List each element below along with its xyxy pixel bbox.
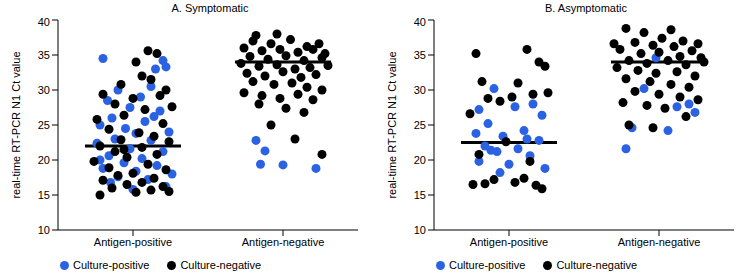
svg-text:Antigen-negative: Antigen-negative — [242, 236, 325, 248]
svg-text:25: 25 — [414, 119, 426, 131]
svg-text:30: 30 — [414, 84, 426, 96]
svg-text:Antigen-positive: Antigen-positive — [94, 236, 172, 248]
svg-text:10: 10 — [38, 224, 50, 236]
svg-text:40: 40 — [38, 16, 50, 28]
svg-text:30: 30 — [38, 84, 50, 96]
html-text:Culture-negative: Culture-negative — [180, 259, 262, 271]
svg-text:20: 20 — [38, 154, 50, 166]
svg-text:real-time RT-PCR N1 Ct value: real-time RT-PCR N1 Ct value — [10, 51, 22, 198]
svg-text:10: 10 — [414, 224, 426, 236]
html-text:A. Symptomatic: A. Symptomatic — [171, 2, 249, 14]
svg-text:25: 25 — [38, 119, 50, 131]
html-text:Culture-positive: Culture-positive — [449, 259, 526, 271]
svg-text:40: 40 — [414, 16, 426, 28]
html-text:B. Asymptomatic: B. Asymptomatic — [545, 2, 627, 14]
html-text:Culture-positive: Culture-positive — [73, 259, 150, 271]
svg-text:real-time RT-PCR N1 Ct value: real-time RT-PCR N1 Ct value — [386, 51, 398, 198]
svg-text:35: 35 — [414, 49, 426, 61]
svg-text:15: 15 — [38, 189, 50, 201]
svg-text:Antigen-negative: Antigen-negative — [618, 236, 701, 248]
svg-text:15: 15 — [414, 189, 426, 201]
svg-text:20: 20 — [414, 154, 426, 166]
svg-text:35: 35 — [38, 49, 50, 61]
html-text:Culture-negative: Culture-negative — [556, 259, 638, 271]
svg-text:Antigen-positive: Antigen-positive — [470, 236, 548, 248]
